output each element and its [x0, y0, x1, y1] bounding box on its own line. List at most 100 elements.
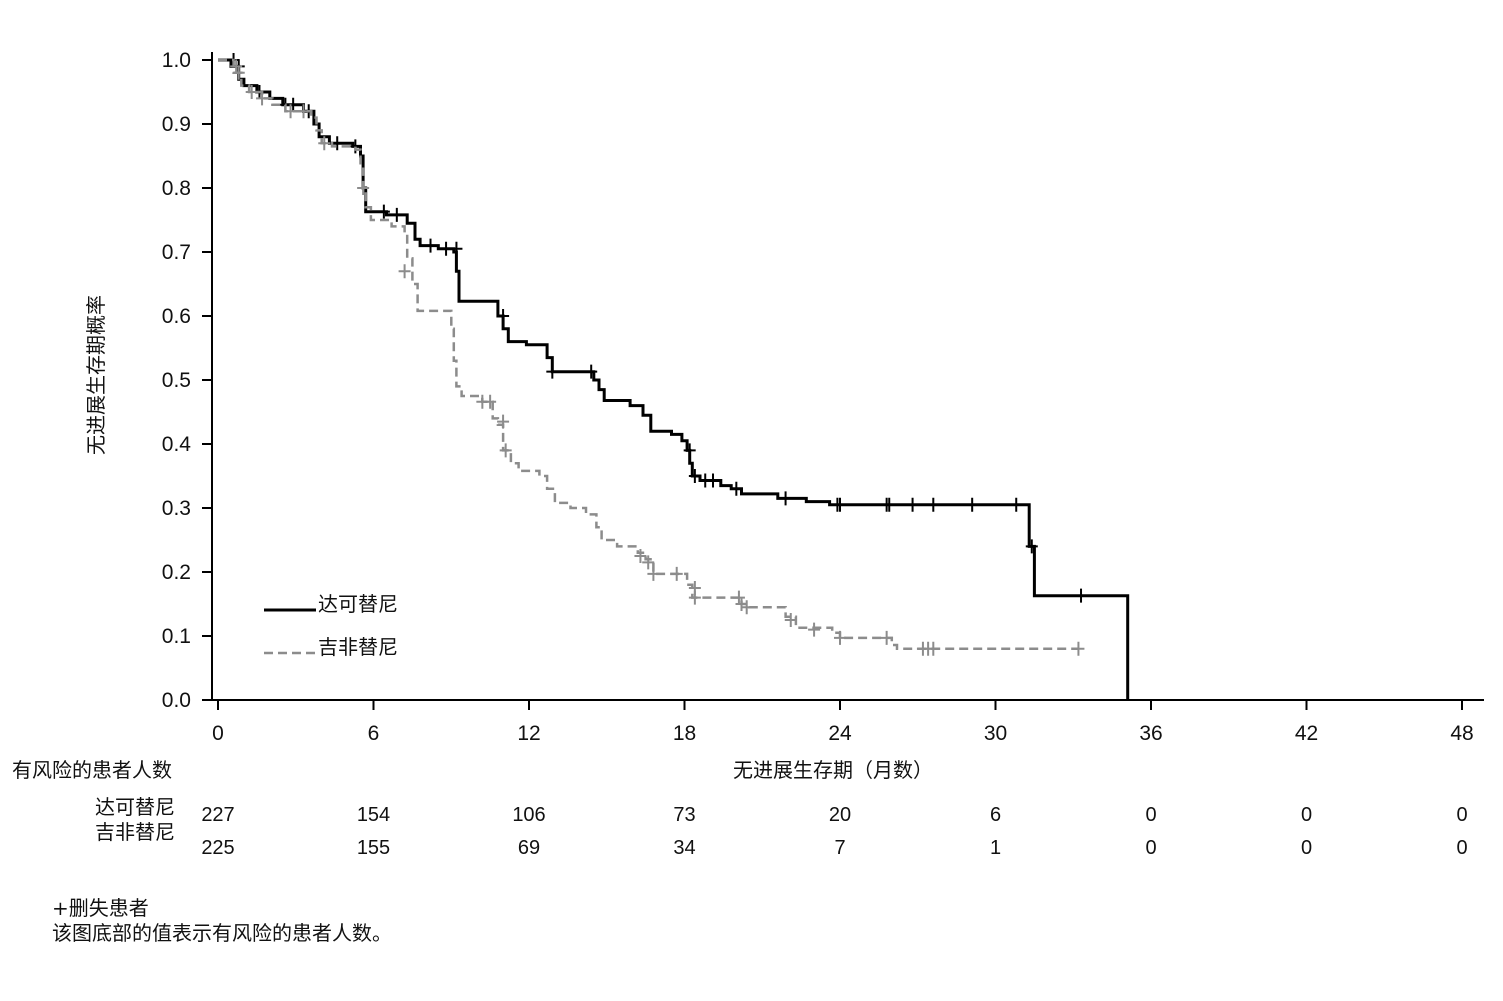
risk-count: 20 [829, 804, 851, 826]
legend-label-1: 达可替尼 [318, 592, 398, 616]
censor-mark [634, 549, 647, 563]
censor-mark [834, 497, 846, 512]
censor-mark [966, 497, 979, 512]
risk-count: 0 [1145, 837, 1156, 859]
censor-mark [357, 181, 370, 195]
y-axis-label: 无进展生存期概率 [84, 295, 108, 455]
censor-mark [497, 414, 510, 429]
censor-mark [670, 566, 683, 581]
censor-mark [730, 481, 743, 496]
y-tick-label: 0.8 [162, 177, 191, 200]
x-tick-label: 0 [212, 722, 224, 745]
risk-table: 有风险的患者人数 达可替尼 227 154 106 73 20 6 0 0 0 吉非替尼 225 155… [12, 758, 1468, 859]
x-tick-label: 24 [828, 722, 852, 745]
censor-mark [232, 65, 245, 80]
x-tick-label: 36 [1139, 722, 1162, 745]
risk-row-label-1: 达可替尼 [95, 795, 175, 819]
censor-mark [585, 364, 598, 379]
censor-mark [647, 566, 660, 581]
censor-mark [390, 207, 403, 222]
y-tick-label: 0.4 [162, 433, 192, 456]
x-tick-label: 48 [1450, 722, 1473, 745]
risk-count: 69 [518, 837, 540, 859]
axis-labels: 无进展生存期概率 无进展生存期（月数） [84, 295, 933, 782]
series-line-2 [218, 58, 1079, 651]
legend-label-2: 吉非替尼 [318, 635, 398, 659]
risk-table-title: 有风险的患者人数 [12, 758, 172, 782]
censor-mark [349, 139, 362, 154]
risk-count: 0 [1456, 804, 1467, 826]
censor-mark [497, 309, 510, 323]
censor-mark [440, 241, 453, 256]
censor-mark [230, 59, 243, 74]
risk-count: 73 [673, 804, 695, 826]
risk-count: 154 [357, 804, 390, 826]
censor-mark [927, 641, 940, 656]
x-tick-label: 18 [673, 722, 696, 745]
y-tick-label: 0.7 [162, 241, 191, 264]
censor-mark [1072, 641, 1085, 656]
risk-count: 0 [1456, 837, 1467, 859]
risk-count: 0 [1145, 804, 1156, 826]
censor-mark [424, 238, 437, 253]
y-tick-label: 0.1 [162, 625, 191, 648]
censor-mark [297, 104, 310, 119]
censor-mark [688, 590, 701, 605]
censor-mark [808, 622, 821, 637]
y-tick-label: 0.9 [162, 113, 191, 136]
y-tick-label: 0.3 [162, 497, 191, 520]
risk-count: 1 [990, 837, 1001, 859]
censor-mark [499, 443, 512, 458]
censor-mark [784, 613, 797, 627]
risk-count: 34 [673, 837, 695, 859]
censor-mark [450, 241, 463, 256]
series-layer [218, 53, 1130, 700]
risk-count: 0 [1301, 804, 1312, 826]
censor-mark [284, 104, 297, 119]
risk-count: 6 [990, 804, 1001, 826]
risk-explanation-note: 该图底部的值表示有风险的患者人数。 [52, 921, 392, 945]
censor-mark [642, 555, 655, 570]
censor-mark [707, 473, 720, 488]
x-tick-label: 42 [1295, 722, 1318, 745]
risk-count: 7 [834, 837, 845, 859]
censor-mark [834, 630, 846, 645]
censor-mark [1025, 539, 1038, 554]
risk-row-label-2: 吉非替尼 [95, 820, 175, 844]
risk-count: 106 [512, 804, 545, 826]
censor-mark [883, 497, 896, 512]
censor-mark [287, 97, 300, 112]
y-tick-label: 0.6 [162, 305, 191, 328]
censor-mark [880, 630, 893, 645]
censor-mark [1010, 497, 1023, 512]
risk-count: 155 [357, 837, 390, 859]
censor-mark [906, 497, 919, 512]
censor-mark [683, 443, 696, 458]
y-tick-label: 0.0 [162, 689, 191, 712]
risk-count: 0 [1301, 837, 1312, 859]
censor-mark [779, 491, 792, 506]
y-tick-label: 0.2 [162, 561, 191, 584]
y-tick-label: 1.0 [162, 49, 191, 72]
x-axis-label: 无进展生存期（月数） [733, 758, 933, 782]
censor-mark [740, 600, 753, 615]
y-tick-label: 0.5 [162, 369, 191, 392]
censor-mark [732, 590, 745, 605]
censor-note: +删失患者 [52, 896, 149, 920]
censor-mark [546, 364, 559, 379]
censor-mark [245, 85, 258, 99]
x-tick-label: 30 [984, 722, 1007, 745]
x-tick-label: 6 [368, 722, 380, 745]
risk-count: 225 [201, 837, 234, 859]
censor-mark [927, 497, 940, 512]
censor-mark [398, 264, 411, 279]
censor-mark [377, 204, 390, 219]
censor-mark [688, 469, 701, 483]
censor-mark [1075, 588, 1088, 603]
censor-mark [735, 597, 748, 611]
censor-mark [318, 136, 331, 151]
axes: 0.0 0.1 0.2 0.3 0.4 0.5 0.6 0.7 0.8 0.9 1.0 0 6 12 18 2… [162, 49, 1484, 745]
censor-mark [484, 394, 497, 409]
